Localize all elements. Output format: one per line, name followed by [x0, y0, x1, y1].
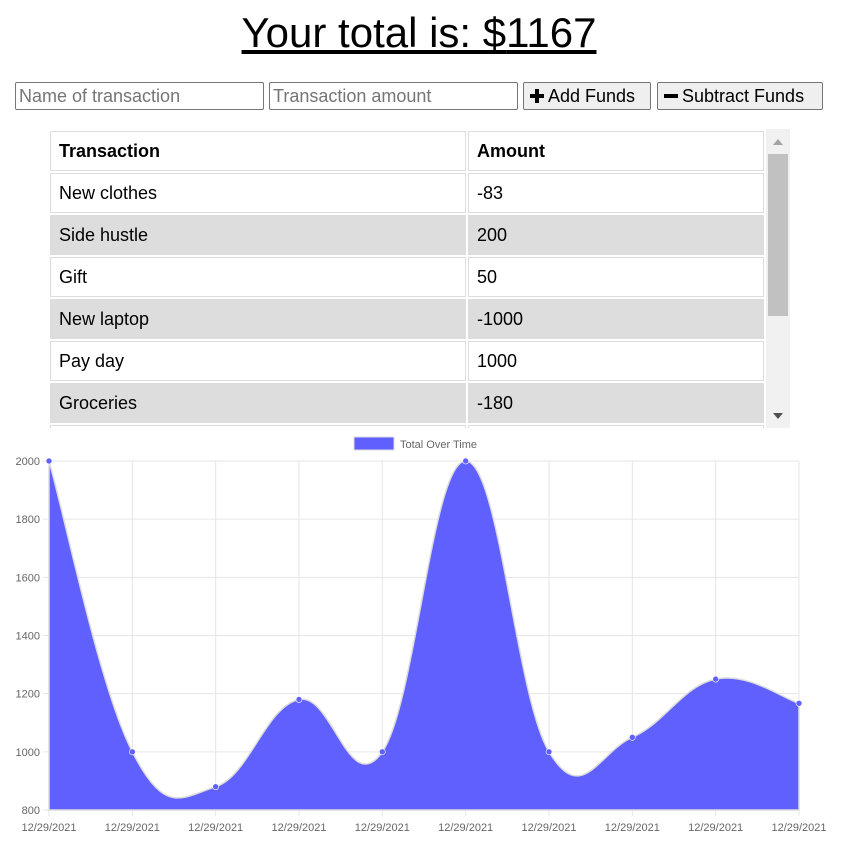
row-amount: [468, 425, 764, 428]
row-name: Pay day: [50, 341, 466, 381]
table-row: Side hustle 200: [50, 215, 764, 255]
row-amount: -1000: [468, 299, 764, 339]
scroll-thumb[interactable]: [768, 154, 788, 316]
data-point[interactable]: [795, 699, 803, 707]
header-amount: Amount: [468, 131, 764, 171]
y-tick-label: 1000: [16, 747, 40, 759]
table-row: New laptop -1000: [50, 299, 764, 339]
minus-icon: [664, 89, 678, 103]
table-row: Pay day 1000: [50, 341, 764, 381]
legend-swatch: [353, 436, 395, 451]
row-name: Side hustle: [50, 215, 466, 255]
data-point[interactable]: [629, 733, 636, 741]
data-point[interactable]: [462, 457, 469, 465]
row-name: Groceries: [50, 383, 466, 423]
total-area-series: [48, 460, 800, 811]
table-scrollbar[interactable]: [766, 129, 790, 428]
y-tick-label: 800: [22, 805, 40, 817]
table-row: Gift 50: [50, 257, 764, 297]
y-tick-label: 1600: [16, 572, 40, 584]
x-tick-label: 12/29/2021: [771, 822, 826, 834]
transaction-table-container[interactable]: Transaction Amount New clothes -83 Side …: [48, 129, 790, 428]
data-point[interactable]: [295, 696, 303, 703]
table-row: New clothes -83: [50, 173, 764, 213]
row-amount: -83: [468, 173, 764, 213]
plus-icon: [530, 89, 544, 103]
x-tick-label: 12/29/2021: [21, 822, 76, 834]
x-tick-label: 12/29/2021: [438, 822, 493, 834]
x-tick-label: 12/29/2021: [688, 822, 743, 834]
x-axis-ticks: 12/29/2021 12/29/2021 12/29/2021 12/29/2021…: [21, 822, 826, 834]
row-amount: 200: [468, 215, 764, 255]
table-row: Groceries -180: [50, 383, 764, 423]
total-prefix: Your total is: $: [241, 9, 507, 56]
data-point[interactable]: [712, 675, 719, 683]
x-tick-label: 12/29/2021: [605, 822, 660, 834]
table-header-row: Transaction Amount: [50, 131, 764, 171]
row-amount: -180: [468, 383, 764, 423]
scroll-up-arrow-icon[interactable]: [773, 139, 783, 145]
data-point[interactable]: [379, 748, 386, 756]
subtract-funds-label: Subtract Funds: [682, 85, 805, 106]
row-amount: 50: [468, 257, 764, 297]
x-tick-label: 12/29/2021: [271, 822, 326, 834]
table-row: [50, 425, 764, 428]
row-name: Gift: [50, 257, 466, 297]
y-tick-label: 2000: [16, 456, 40, 468]
data-point[interactable]: [45, 457, 53, 465]
y-tick-label: 1800: [16, 514, 40, 526]
row-amount: 1000: [468, 341, 764, 381]
row-name: New laptop: [50, 299, 466, 339]
subtract-funds-button[interactable]: Subtract Funds: [657, 82, 823, 110]
data-point[interactable]: [212, 783, 219, 791]
header-transaction: Transaction: [50, 131, 466, 171]
x-tick-label: 12/29/2021: [355, 822, 410, 834]
row-name: [50, 425, 466, 428]
y-tick-label: 1400: [16, 631, 40, 643]
y-tick-label: 1200: [16, 689, 40, 701]
x-tick-label: 12/29/2021: [521, 822, 576, 834]
x-tick-label: 12/29/2021: [105, 822, 160, 834]
chart-points: [45, 457, 803, 791]
transaction-amount-input[interactable]: [269, 82, 518, 110]
chart-legend[interactable]: Total Over Time: [353, 436, 477, 451]
transaction-table: Transaction Amount New clothes -83 Side …: [48, 129, 766, 428]
total-heading: Your total is: $1167: [0, 8, 838, 58]
x-tick-label: 12/29/2021: [188, 822, 243, 834]
add-funds-label: Add Funds: [548, 85, 636, 106]
total-value: 1167: [506, 9, 597, 56]
data-point[interactable]: [545, 748, 553, 756]
add-funds-button[interactable]: Add Funds: [523, 82, 651, 110]
y-axis-ticks: 800 1000 1200 1400 1600 1800 2000: [16, 456, 40, 817]
legend-label: Total Over Time: [400, 439, 477, 451]
data-point[interactable]: [129, 748, 136, 756]
row-name: New clothes: [50, 173, 466, 213]
scroll-down-arrow-icon[interactable]: [773, 413, 783, 419]
transaction-name-input[interactable]: [15, 82, 264, 110]
